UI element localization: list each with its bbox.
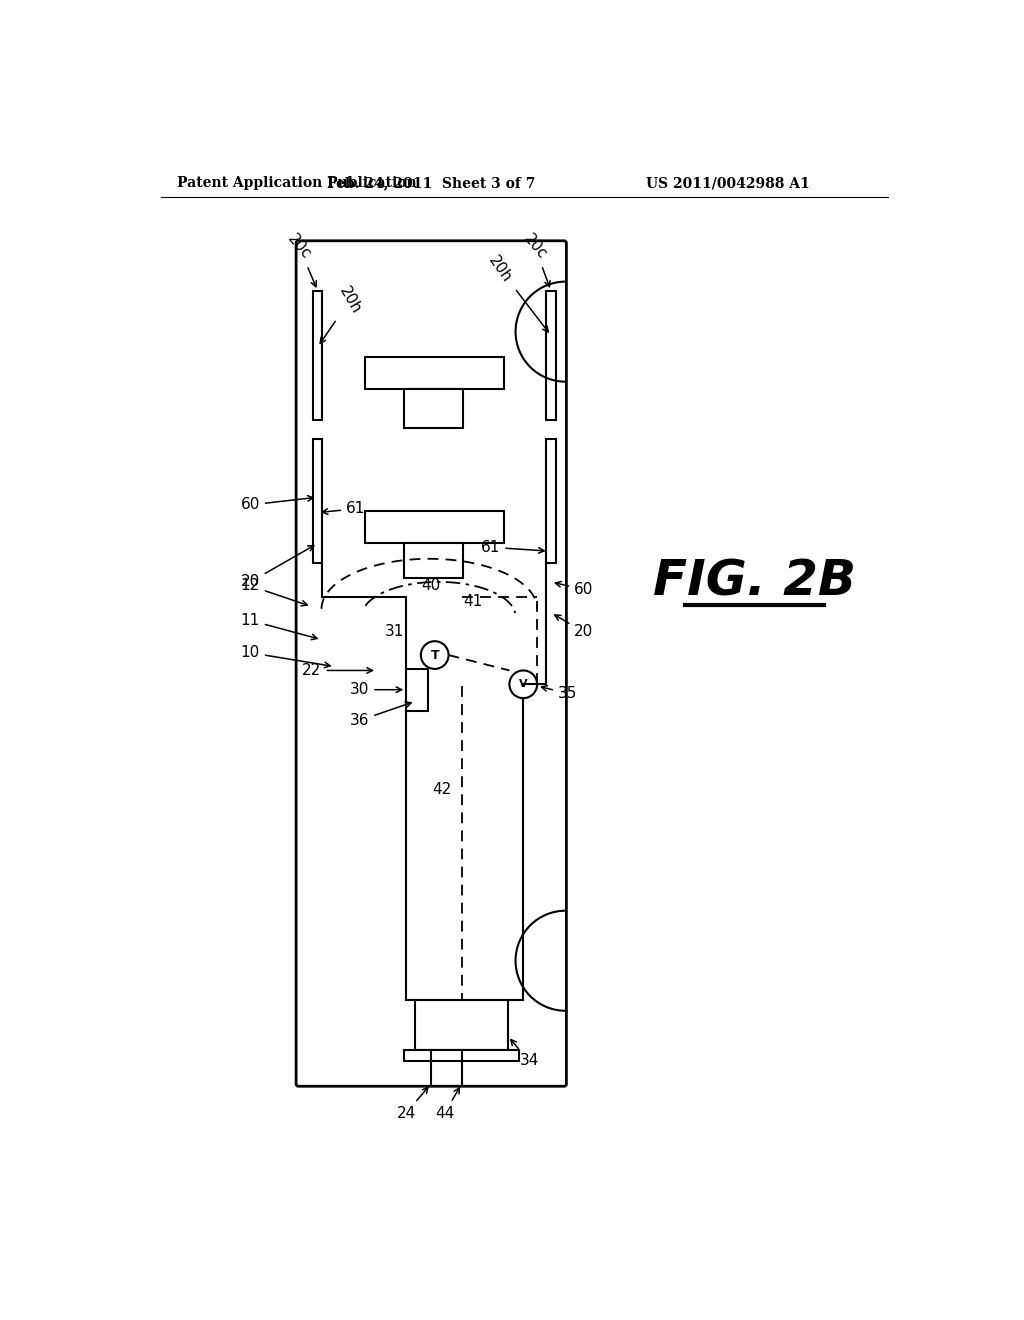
- Bar: [313, 440, 323, 562]
- Text: 60: 60: [241, 495, 313, 512]
- Text: 60: 60: [555, 582, 594, 597]
- Bar: [403, 544, 463, 578]
- Text: Feb. 24, 2011  Sheet 3 of 7: Feb. 24, 2011 Sheet 3 of 7: [327, 176, 536, 190]
- Bar: [366, 511, 504, 544]
- Bar: [416, 1001, 508, 1051]
- Text: 40: 40: [421, 578, 440, 593]
- Text: 11: 11: [241, 612, 317, 640]
- Text: 30: 30: [350, 682, 401, 697]
- Circle shape: [421, 642, 449, 669]
- Text: 61: 61: [481, 540, 544, 554]
- Text: 12: 12: [241, 578, 307, 606]
- Bar: [547, 440, 556, 562]
- Bar: [403, 389, 463, 428]
- Text: 10: 10: [241, 645, 330, 668]
- Text: 31: 31: [385, 624, 403, 639]
- Text: 35: 35: [542, 685, 578, 701]
- Text: 20: 20: [241, 545, 313, 590]
- Text: 36: 36: [350, 702, 412, 729]
- Text: 20c: 20c: [285, 231, 316, 286]
- Text: 42: 42: [432, 783, 452, 797]
- Bar: [407, 669, 428, 711]
- Text: 20: 20: [555, 615, 593, 639]
- Text: 20c: 20c: [520, 231, 550, 286]
- Bar: [547, 290, 556, 420]
- Text: V: V: [519, 680, 527, 689]
- Text: US 2011/0042988 A1: US 2011/0042988 A1: [646, 176, 810, 190]
- Bar: [366, 358, 504, 389]
- Text: 22: 22: [302, 663, 373, 678]
- Circle shape: [509, 671, 538, 698]
- Text: Patent Application Publication: Patent Application Publication: [177, 176, 417, 190]
- Bar: [313, 290, 323, 420]
- Text: 20h: 20h: [485, 253, 548, 331]
- Bar: [403, 1051, 519, 1061]
- Text: 41: 41: [464, 594, 483, 609]
- Text: FIG. 2B: FIG. 2B: [652, 558, 856, 606]
- Text: T: T: [430, 648, 439, 661]
- Text: 34: 34: [511, 1040, 539, 1068]
- Text: 44: 44: [435, 1088, 460, 1121]
- Text: 24: 24: [396, 1088, 428, 1121]
- Text: 20h: 20h: [321, 284, 364, 343]
- Text: 61: 61: [323, 502, 366, 516]
